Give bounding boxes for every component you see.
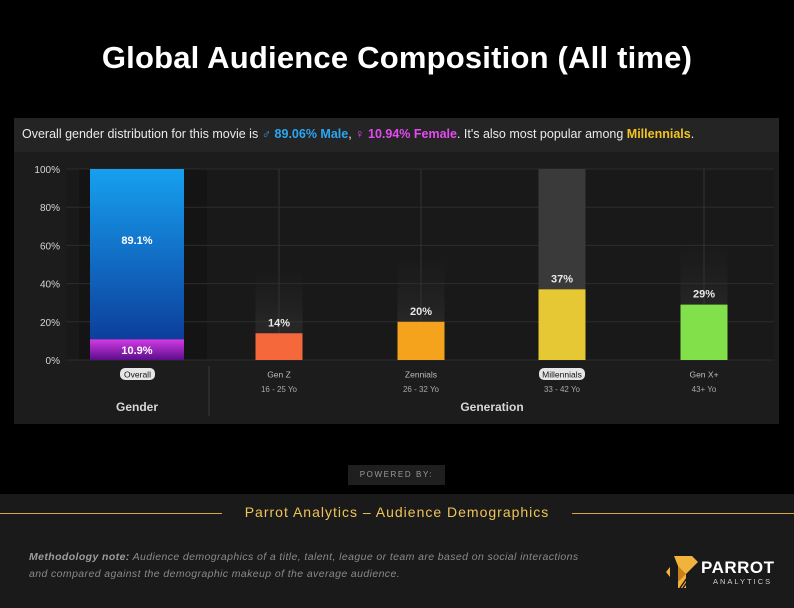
category-age-label: 26 - 32 Yo [403, 385, 440, 394]
bar-gen-x- [680, 304, 728, 360]
category-label: Gen Z [267, 370, 291, 380]
footer-rule-right [572, 513, 794, 514]
group-label-gender: Gender [116, 400, 158, 414]
y-tick-label: 20% [40, 318, 60, 329]
category-age-label: 43+ Yo [692, 385, 717, 394]
methodology-note: Methodology note: Audience demographics … [29, 549, 599, 583]
data-label: 20% [410, 306, 432, 318]
bar-male [90, 169, 184, 340]
bar-millennials [538, 289, 586, 360]
parrot-logo-icon [666, 556, 698, 589]
bar-female [90, 339, 184, 360]
methodology-label: Methodology note: [29, 551, 130, 563]
category-age-label: 33 - 42 Yo [544, 385, 581, 394]
audience-chart: 0% 20% 40% 60% 80% 100% 89.1% 10.9% Overall 14% Ge… [34, 165, 774, 416]
y-tick-label: 100% [34, 165, 60, 176]
female-symbol-icon: ♀ [355, 127, 365, 141]
category-age-label: 16 - 25 Yo [261, 385, 298, 394]
data-label: 37% [551, 273, 573, 285]
data-label: 29% [693, 289, 715, 301]
logo-word: PARROT [701, 558, 775, 577]
summary-female: 10.94% Female [364, 127, 457, 141]
summary-generation: Millennials [626, 127, 691, 141]
data-label-male: 89.1% [121, 235, 152, 247]
category-label-overall: Overall [124, 370, 151, 380]
footer: Parrot Analytics – Audience Demographics… [0, 494, 794, 608]
page-title: Global Audience Composition (All time) [101, 40, 693, 75]
category-label: Millennials [542, 370, 582, 380]
y-tick-label: 80% [40, 203, 60, 214]
bar-gen-z [255, 333, 303, 360]
data-label: 14% [268, 317, 290, 329]
summary-text: Overall gender distribution for this mov… [14, 118, 779, 152]
group-label-generation: Generation [460, 400, 523, 414]
category-label: Zennials [405, 370, 437, 380]
chart-card: Overall gender distribution for this mov… [14, 118, 779, 424]
logo-sub: ANALYTICS [713, 577, 773, 586]
y-tick-label: 60% [40, 241, 60, 252]
data-label-female: 10.9% [121, 345, 152, 357]
summary-mid: . It's also most popular among [456, 127, 627, 141]
summary-male: 89.06% Male [271, 127, 349, 141]
footer-rule-left [0, 513, 222, 514]
category-label: Gen X+ [689, 370, 718, 380]
bar-zennials [397, 321, 445, 360]
summary-suffix: . [690, 127, 695, 141]
summary-prefix: Overall gender distribution for this mov… [22, 127, 262, 141]
category-pill-overall [120, 368, 155, 380]
powered-by: POWERED BY: [348, 465, 445, 485]
male-symbol-icon: ♂ [261, 127, 272, 141]
summary-sep: , [348, 127, 356, 141]
methodology-text: Audience demographics of a title, talent… [29, 551, 579, 580]
footer-title: Parrot Analytics – Audience Demographics [244, 504, 550, 520]
category-pill-highlight [539, 368, 585, 380]
y-tick-label: 40% [40, 280, 60, 291]
y-tick-label: 0% [46, 356, 61, 367]
parrot-logo: PARROT ANALYTICS [664, 552, 774, 592]
